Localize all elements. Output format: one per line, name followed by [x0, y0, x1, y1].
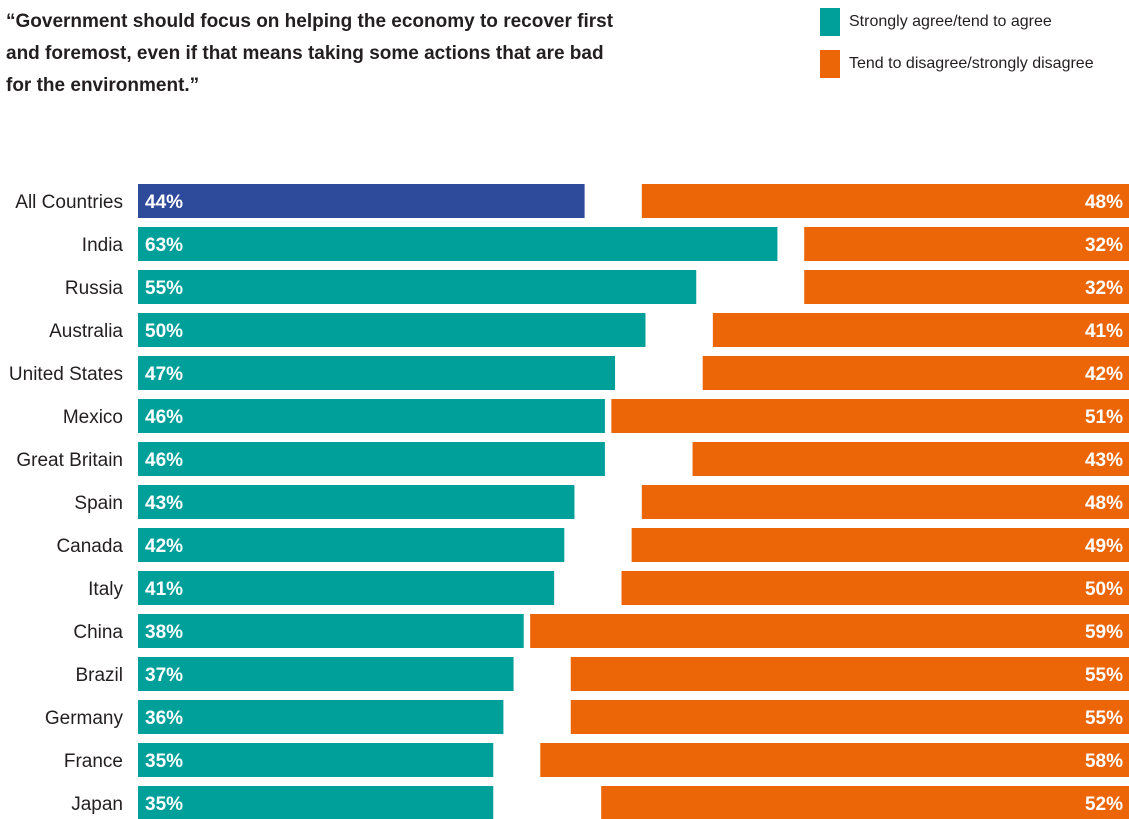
agree-value-united-states: 47%	[145, 364, 183, 385]
category-label-mexico: Mexico	[63, 407, 123, 428]
agree-value-italy: 41%	[145, 579, 183, 600]
category-label-japan: Japan	[71, 794, 123, 815]
disagree-bar-australia	[712, 313, 1129, 347]
agree-value-spain: 43%	[145, 493, 183, 514]
agree-value-russia: 55%	[145, 278, 183, 299]
agree-value-australia: 50%	[145, 321, 183, 342]
agree-value-mexico: 46%	[145, 407, 183, 428]
agree-value-germany: 36%	[145, 708, 183, 729]
agree-value-great-britain: 46%	[145, 450, 183, 471]
category-label-great-britain: Great Britain	[16, 450, 123, 471]
agree-bar-russia	[138, 270, 697, 304]
disagree-bar-brazil	[570, 657, 1129, 691]
agree-value-canada: 42%	[145, 536, 183, 557]
agree-value-india: 63%	[145, 235, 183, 256]
disagree-bar-united-states	[702, 356, 1129, 390]
category-label-france: France	[64, 751, 123, 772]
legend-label-agree: Strongly agree/tend to agree	[849, 13, 1052, 30]
legend-swatch-agree	[820, 8, 840, 36]
disagree-value-china: 59%	[1085, 622, 1123, 643]
disagree-bar-spain	[641, 485, 1129, 519]
chart-title: “Government should focus on helping the …	[6, 11, 614, 96]
disagree-bar-germany	[570, 700, 1129, 734]
agree-bar-india	[138, 227, 778, 261]
agree-bar-germany	[138, 700, 504, 734]
disagree-bar-russia	[804, 270, 1129, 304]
disagree-bar-france	[540, 743, 1129, 777]
disagree-bar-china	[530, 614, 1129, 648]
disagree-bar-all-countries	[641, 184, 1129, 218]
agree-value-japan: 35%	[145, 794, 183, 815]
disagree-value-mexico: 51%	[1085, 407, 1123, 428]
disagree-bar-canada	[631, 528, 1129, 562]
agree-bar-china	[138, 614, 524, 648]
disagree-value-united-states: 42%	[1085, 364, 1123, 385]
agree-bar-canada	[138, 528, 565, 562]
legend-label-disagree: Tend to disagree/strongly disagree	[849, 55, 1094, 72]
disagree-bar-mexico	[611, 399, 1129, 433]
agree-bar-australia	[138, 313, 646, 347]
category-label-canada: Canada	[56, 536, 123, 557]
agree-bar-united-states	[138, 356, 616, 390]
disagree-bar-great-britain	[692, 442, 1129, 476]
legend-item-agree: Strongly agree/tend to agree	[820, 8, 1094, 36]
legend: Strongly agree/tend to agree Tend to dis…	[820, 8, 1094, 92]
agree-bar-mexico	[138, 399, 605, 433]
agree-bar-brazil	[138, 657, 514, 691]
disagree-value-india: 32%	[1085, 235, 1123, 256]
category-label-italy: Italy	[88, 579, 123, 600]
agree-bar-japan	[138, 786, 494, 819]
agree-bar-france	[138, 743, 494, 777]
category-label-india: India	[82, 235, 124, 256]
disagree-value-canada: 49%	[1085, 536, 1123, 557]
category-label-russia: Russia	[65, 278, 124, 299]
agree-bar-spain	[138, 485, 575, 519]
category-label-spain: Spain	[74, 493, 123, 514]
agree-value-china: 38%	[145, 622, 183, 643]
category-label-all-countries: All Countries	[15, 192, 123, 213]
disagree-value-russia: 32%	[1085, 278, 1123, 299]
disagree-value-great-britain: 43%	[1085, 450, 1123, 471]
agree-bar-all-countries	[138, 184, 585, 218]
disagree-value-italy: 50%	[1085, 579, 1123, 600]
disagree-value-france: 58%	[1085, 751, 1123, 772]
disagree-value-spain: 48%	[1085, 493, 1123, 514]
disagree-value-all-countries: 48%	[1085, 192, 1123, 213]
category-label-australia: Australia	[49, 321, 123, 342]
disagree-bar-japan	[601, 786, 1129, 819]
disagree-value-germany: 55%	[1085, 708, 1123, 729]
category-label-brazil: Brazil	[75, 665, 123, 686]
disagree-bar-italy	[621, 571, 1129, 605]
category-label-china: China	[73, 622, 123, 643]
agree-value-france: 35%	[145, 751, 183, 772]
agree-value-all-countries: 44%	[145, 192, 183, 213]
legend-swatch-disagree	[820, 50, 840, 78]
category-label-united-states: United States	[9, 364, 123, 385]
agree-value-brazil: 37%	[145, 665, 183, 686]
disagree-value-australia: 41%	[1085, 321, 1123, 342]
disagree-value-brazil: 55%	[1085, 665, 1123, 686]
agree-bar-great-britain	[138, 442, 605, 476]
legend-item-disagree: Tend to disagree/strongly disagree	[820, 50, 1094, 78]
disagree-bar-india	[804, 227, 1129, 261]
agree-bar-italy	[138, 571, 555, 605]
category-label-germany: Germany	[45, 708, 124, 729]
disagree-value-japan: 52%	[1085, 794, 1123, 815]
